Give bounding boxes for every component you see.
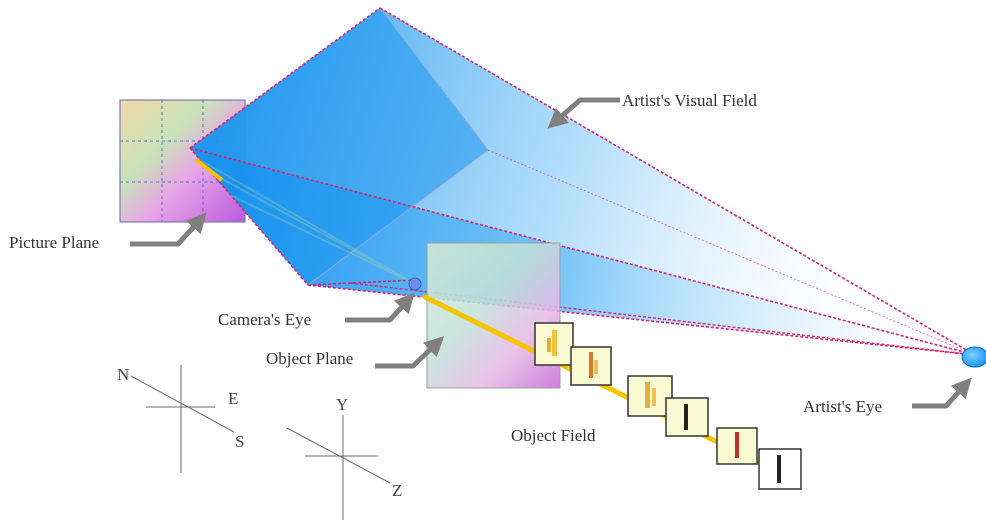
object-field <box>534 322 802 490</box>
label-object-plane: Object Plane <box>266 349 353 368</box>
object-frame <box>716 427 758 465</box>
label-artists-visual-field: Artist's Visual Field <box>622 91 757 110</box>
pointer-artists-visual-field <box>547 97 620 129</box>
label-picture-plane: Picture Plane <box>9 233 99 252</box>
compass-north: N <box>117 365 129 384</box>
label-artists-eye: Artist's Eye <box>803 397 882 416</box>
pointer-arrows <box>130 97 972 409</box>
axis-y-label: Y <box>336 395 348 414</box>
object-frame <box>534 322 574 366</box>
axis-z-label: Z <box>392 481 402 500</box>
compass-axes <box>130 365 235 473</box>
frustum-hidden-edges <box>307 7 489 286</box>
compass-south: S <box>235 432 244 451</box>
camera-rays <box>199 159 416 285</box>
pointer-cameras-eye <box>345 292 415 323</box>
object-frame <box>627 375 673 417</box>
object-frame <box>758 448 802 490</box>
object-plane <box>426 242 561 389</box>
xyz-axes <box>286 415 391 520</box>
object-frame <box>665 397 709 437</box>
camera-eye <box>408 277 422 291</box>
pointer-object-plane <box>375 336 445 369</box>
compass-east: E <box>228 389 238 408</box>
artist-eye <box>961 346 986 368</box>
artists-visual-field-frustum <box>189 7 976 356</box>
pointer-artists-eye <box>912 377 972 409</box>
frustum-center-ray <box>487 149 976 356</box>
label-object-field: Object Field <box>511 426 596 445</box>
label-cameras-eye: Camera's Eye <box>218 310 311 329</box>
frustum-edges <box>189 7 976 356</box>
pointer-picture-plane <box>130 212 207 247</box>
object-frame <box>570 346 612 386</box>
